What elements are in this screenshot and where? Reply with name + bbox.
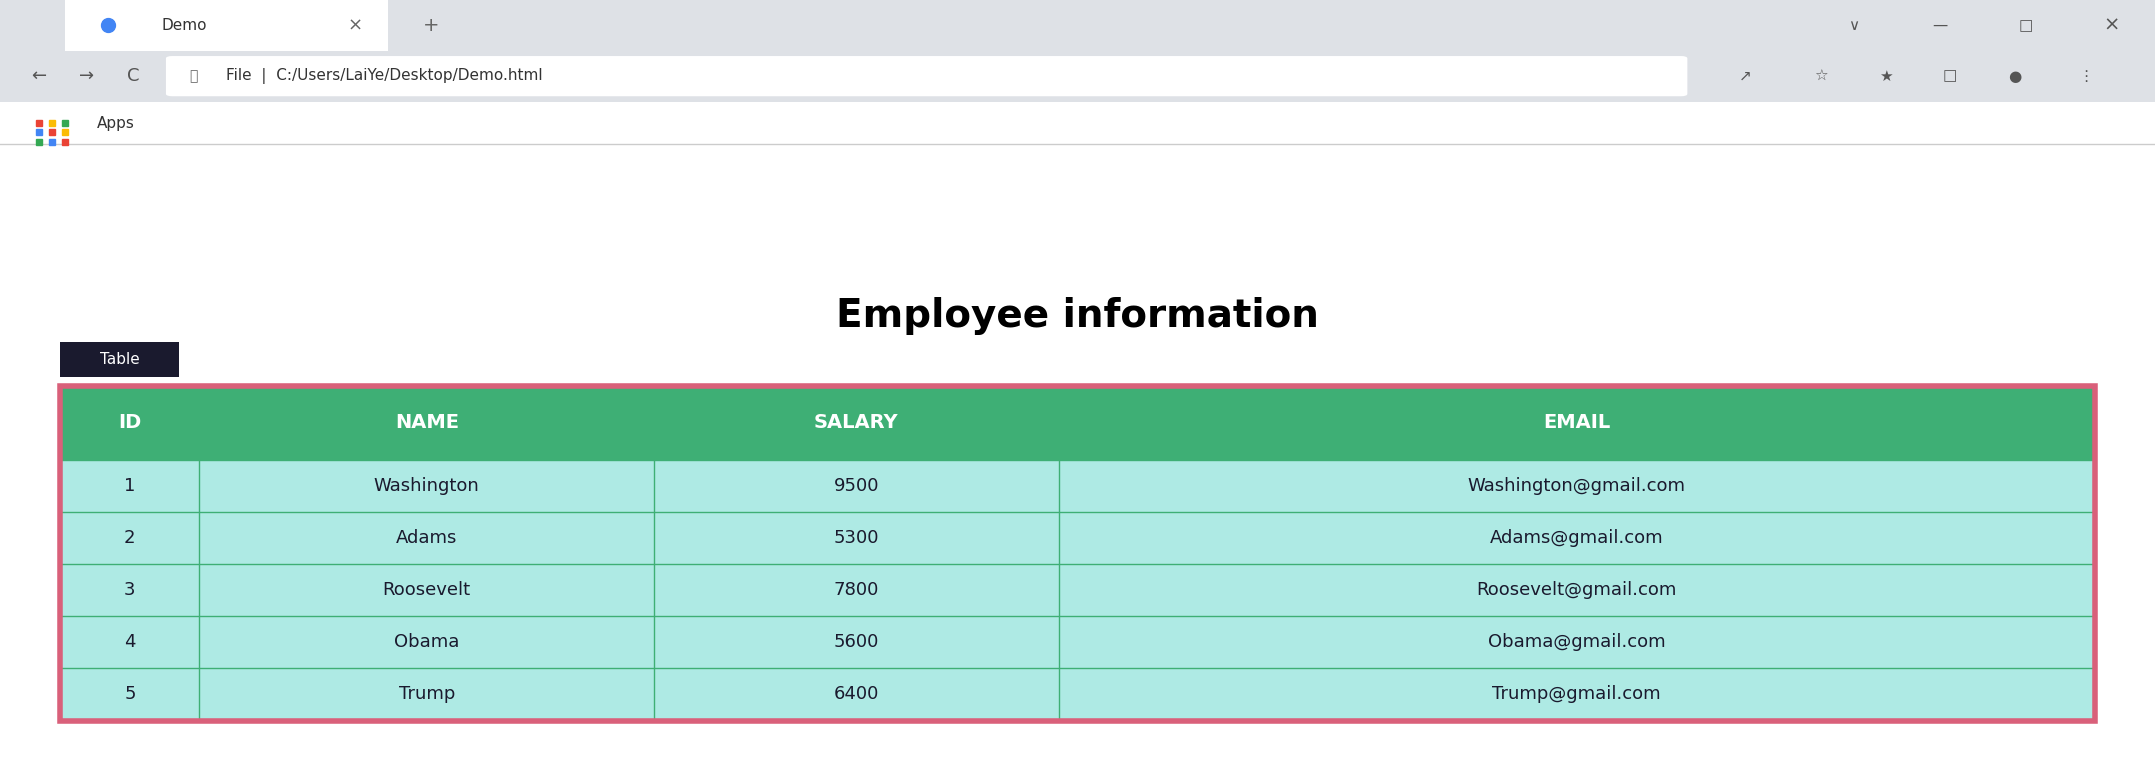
Bar xyxy=(60,387,2095,459)
Text: 6400: 6400 xyxy=(834,686,879,704)
Text: Adams: Adams xyxy=(397,529,457,547)
Text: ●: ● xyxy=(2008,69,2021,84)
Text: 3: 3 xyxy=(125,581,136,599)
Text: Trump: Trump xyxy=(399,686,455,704)
Bar xyxy=(0,0,2155,51)
Text: Demo: Demo xyxy=(162,18,207,33)
Text: Washington@gmail.com: Washington@gmail.com xyxy=(1468,476,1685,494)
Text: Obama: Obama xyxy=(394,633,459,651)
Text: Roosevelt: Roosevelt xyxy=(384,581,470,599)
Text: Washington: Washington xyxy=(375,476,481,494)
Text: ←: ← xyxy=(30,67,47,85)
Bar xyxy=(60,564,2095,616)
FancyBboxPatch shape xyxy=(60,342,179,376)
Text: ↗: ↗ xyxy=(1739,69,1752,84)
Text: ⋮: ⋮ xyxy=(2077,69,2095,84)
Text: Apps: Apps xyxy=(97,116,136,130)
Text: □: □ xyxy=(1944,69,1957,84)
Bar xyxy=(0,102,2155,144)
Text: 2: 2 xyxy=(125,529,136,547)
Text: —: — xyxy=(1931,18,1948,33)
Bar xyxy=(0,144,2155,781)
Text: ⓘ: ⓘ xyxy=(190,70,198,83)
Text: ×: × xyxy=(2103,16,2121,35)
Text: 5: 5 xyxy=(125,686,136,704)
Bar xyxy=(60,459,2095,512)
Text: Trump@gmail.com: Trump@gmail.com xyxy=(1491,686,1662,704)
Text: SALARY: SALARY xyxy=(815,413,899,433)
Text: □: □ xyxy=(2019,18,2032,33)
Text: ID: ID xyxy=(119,413,142,433)
Text: ×: × xyxy=(347,16,364,34)
Bar xyxy=(60,616,2095,669)
Text: Table: Table xyxy=(99,351,140,367)
Text: +: + xyxy=(422,16,440,35)
Bar xyxy=(60,669,2095,721)
Text: ∨: ∨ xyxy=(1847,18,1860,33)
Text: File  |  C:/Users/LaiYe/Desktop/Demo.html: File | C:/Users/LaiYe/Desktop/Demo.html xyxy=(226,68,543,84)
Text: 4: 4 xyxy=(125,633,136,651)
Bar xyxy=(65,0,388,51)
Text: 7800: 7800 xyxy=(834,581,879,599)
Bar xyxy=(0,51,2155,102)
Text: Employee information: Employee information xyxy=(836,298,1319,335)
Text: Adams@gmail.com: Adams@gmail.com xyxy=(1489,529,1664,547)
Text: Roosevelt@gmail.com: Roosevelt@gmail.com xyxy=(1476,581,1677,599)
Text: →: → xyxy=(78,67,95,85)
Text: 1: 1 xyxy=(125,476,136,494)
Text: 5600: 5600 xyxy=(834,633,879,651)
Text: NAME: NAME xyxy=(394,413,459,433)
Text: EMAIL: EMAIL xyxy=(1543,413,1610,433)
Bar xyxy=(60,512,2095,564)
Text: ★: ★ xyxy=(1879,69,1892,84)
Text: 5300: 5300 xyxy=(834,529,879,547)
Text: C: C xyxy=(127,67,140,85)
Text: Obama@gmail.com: Obama@gmail.com xyxy=(1487,633,1666,651)
FancyBboxPatch shape xyxy=(166,56,1687,96)
Text: 9500: 9500 xyxy=(834,476,879,494)
Text: ☆: ☆ xyxy=(1815,69,1827,84)
